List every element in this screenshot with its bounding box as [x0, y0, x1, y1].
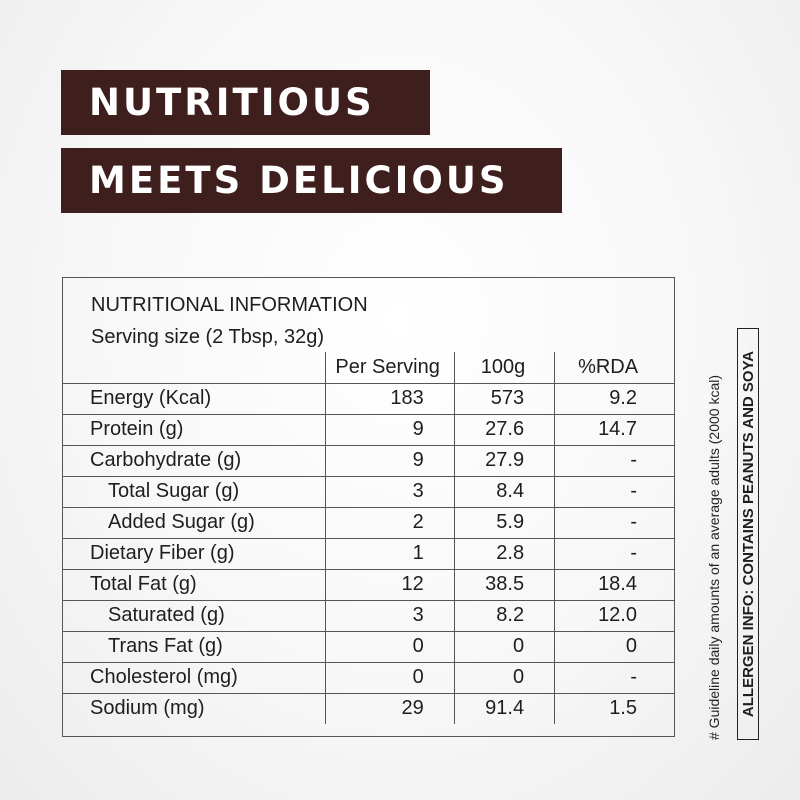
rda-value: -: [554, 445, 675, 477]
column-header-per-serving: Per Serving: [325, 352, 455, 384]
per-100g-value: 2.8: [453, 538, 555, 570]
per-serving-value: 9: [325, 445, 455, 477]
per-100g-value: 5.9: [453, 507, 555, 539]
per-100g-value: 27.6: [453, 414, 555, 446]
per-100g-value: 0: [453, 631, 555, 663]
per-serving-value: 183: [325, 383, 455, 415]
table-row: Protein (g) 9 27.6 14.7: [62, 414, 675, 446]
nutrient-label: Dietary Fiber (g): [62, 538, 326, 570]
nutrient-label: Saturated (g): [62, 600, 326, 632]
rda-value: 0: [554, 631, 675, 663]
per-100g-value: 27.9: [453, 445, 555, 477]
rda-value: -: [554, 476, 675, 508]
nutrition-panel: NUTRITIONAL INFORMATION Serving size (2 …: [62, 277, 675, 737]
table-row: Total Fat (g) 12 38.5 18.4: [62, 569, 675, 601]
per-100g-value: 8.4: [453, 476, 555, 508]
panel-title: NUTRITIONAL INFORMATION: [91, 294, 368, 316]
per-serving-value: 2: [325, 507, 455, 539]
rda-value: 14.7: [554, 414, 675, 446]
nutrition-table: Per Serving 100g %RDA Energy (Kcal) 183 57…: [62, 352, 675, 724]
table-row: Sodium (mg) 29 91.4 1.5: [62, 693, 675, 724]
per-100g-value: 38.5: [453, 569, 555, 601]
allergen-box: ALLERGEN INFO: CONTAINS PEANUTS AND SOYA: [737, 328, 759, 740]
serving-size: Serving size (2 Tbsp, 32g): [91, 326, 325, 348]
per-serving-value: 12: [325, 569, 455, 601]
nutrient-label: Carbohydrate (g): [62, 445, 326, 477]
rda-value: 1.5: [554, 693, 675, 724]
table-row: Added Sugar (g) 2 5.9-: [62, 507, 675, 539]
per-serving-value: 3: [325, 600, 455, 632]
per-serving-value: 1: [325, 538, 455, 570]
per-serving-value: 9: [325, 414, 455, 446]
per-serving-value: 0: [325, 631, 455, 663]
table-row: Energy (Kcal) 183 573 9.2: [62, 383, 675, 415]
column-header-nutrient: [62, 352, 326, 384]
table-row: Dietary Fiber (g) 1 2.8-: [62, 538, 675, 570]
per-serving-value: 3: [325, 476, 455, 508]
table-row: Trans Fat (g) 0 0 0: [62, 631, 675, 663]
per-100g-value: 91.4: [453, 693, 555, 724]
per-100g-value: 0: [453, 662, 555, 694]
table-header-row: Per Serving 100g %RDA: [62, 352, 675, 384]
nutrient-label: Cholesterol (mg): [62, 662, 326, 694]
rda-value: -: [554, 507, 675, 539]
rda-value: 9.2: [554, 383, 675, 415]
rda-value: 18.4: [554, 569, 675, 601]
per-serving-value: 0: [325, 662, 455, 694]
per-serving-value: 29: [325, 693, 455, 724]
table-body: Energy (Kcal) 183 573 9.2 Protein (g) 9 27.6 14…: [62, 383, 675, 724]
table-row: Cholesterol (mg) 0 0-: [62, 662, 675, 694]
table-row: Saturated (g) 3 8.2 12.0: [62, 600, 675, 632]
headline-line-1: NUTRITIOUS: [89, 81, 375, 124]
nutrient-label: Trans Fat (g): [62, 631, 326, 663]
rda-value: -: [554, 538, 675, 570]
column-header-100g: 100g: [453, 352, 555, 384]
headline-line-2: MEETS DELICIOUS: [89, 159, 509, 202]
headline-banner-1: NUTRITIOUS: [61, 70, 430, 135]
rda-footnote: # Guideline daily amounts of an average …: [706, 375, 722, 740]
rda-value: -: [554, 662, 675, 694]
allergen-info: ALLERGEN INFO: CONTAINS PEANUTS AND SOYA: [739, 350, 757, 718]
table-row: Total Sugar (g) 3 8.4-: [62, 476, 675, 508]
per-100g-value: 8.2: [453, 600, 555, 632]
nutrient-label: Total Fat (g): [62, 569, 326, 601]
nutrient-label: Protein (g): [62, 414, 326, 446]
column-header-rda: %RDA: [554, 352, 675, 384]
rda-value: 12.0: [554, 600, 675, 632]
nutrient-label: Added Sugar (g): [62, 507, 326, 539]
table-row: Carbohydrate (g) 9 27.9-: [62, 445, 675, 477]
nutrient-label: Energy (Kcal): [62, 383, 326, 415]
headline-banner-2: MEETS DELICIOUS: [61, 148, 562, 213]
nutrient-label: Total Sugar (g): [62, 476, 326, 508]
nutrient-label: Sodium (mg): [90, 697, 205, 720]
per-100g-value: 573: [453, 383, 555, 415]
